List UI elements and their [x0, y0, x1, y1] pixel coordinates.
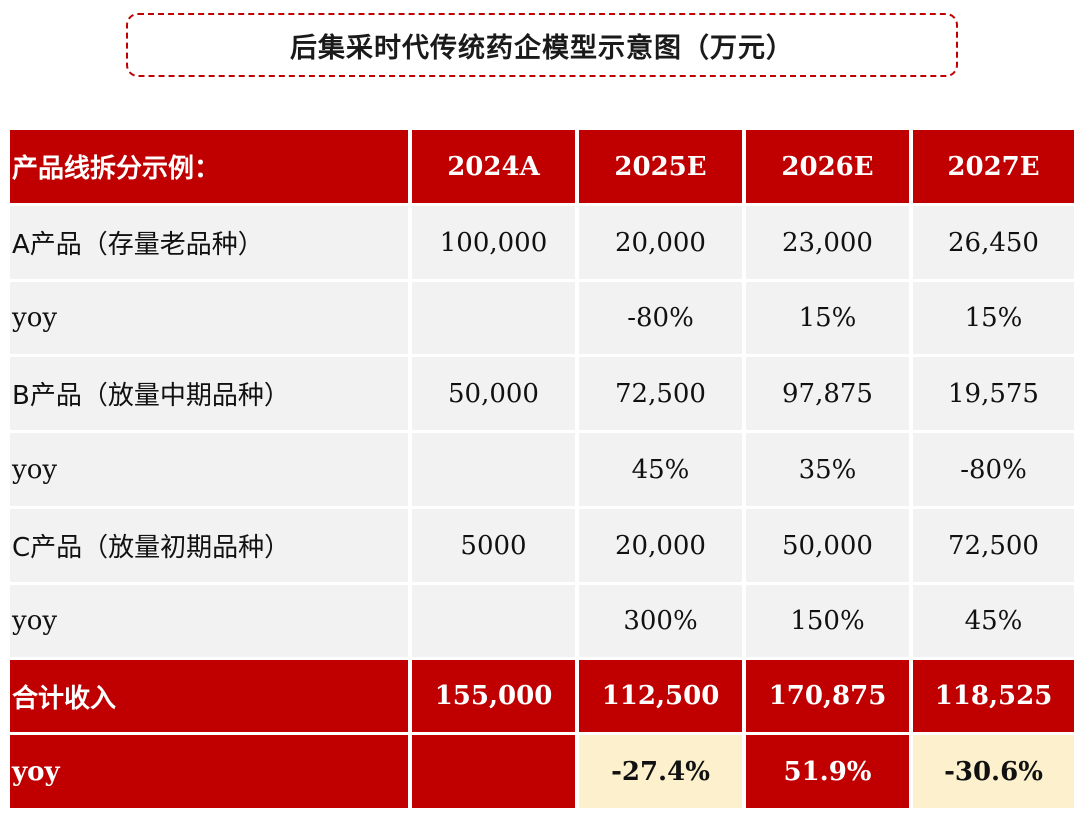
header-col-2026e: 2026E	[746, 130, 909, 203]
table-cell: 23,000	[746, 206, 909, 279]
page-title: 后集采时代传统药企模型示意图（万元）	[290, 32, 794, 64]
row-label-yoy: yoy	[10, 433, 408, 506]
total-yoy-cell: 51.9%	[746, 735, 909, 808]
total-cell: 155,000	[412, 660, 575, 732]
row-label-product-a: A产品（存量老品种）	[10, 206, 408, 279]
header-col-2025e: 2025E	[579, 130, 742, 203]
table-cell: -80%	[579, 282, 742, 354]
title-box: 后集采时代传统药企模型示意图（万元）	[126, 13, 958, 77]
table-cell: 50,000	[412, 357, 575, 430]
table-cell: 45%	[579, 433, 742, 506]
table-cell: 15%	[746, 282, 909, 354]
table-cell: 100,000	[412, 206, 575, 279]
header-label: 产品线拆分示例：	[10, 130, 408, 203]
table-cell: 72,500	[579, 357, 742, 430]
table-cell: 150%	[746, 585, 909, 657]
total-yoy-cell: -27.4%	[579, 735, 742, 808]
row-label-total-revenue: 合计收入	[10, 660, 408, 732]
total-cell: 118,525	[913, 660, 1074, 732]
row-label-total-yoy: yoy	[10, 735, 408, 808]
table-cell: 20,000	[579, 206, 742, 279]
table-cell	[412, 433, 575, 506]
row-label-yoy: yoy	[10, 282, 408, 354]
total-yoy-cell: -30.6%	[913, 735, 1074, 808]
table-cell: 20,000	[579, 509, 742, 582]
row-label-product-b: B产品（放量中期品种）	[10, 357, 408, 430]
total-cell: 170,875	[746, 660, 909, 732]
header-col-2024a: 2024A	[412, 130, 575, 203]
table-cell: 300%	[579, 585, 742, 657]
table-cell: 50,000	[746, 509, 909, 582]
table-cell: 35%	[746, 433, 909, 506]
table-cell: -80%	[913, 433, 1074, 506]
row-label-product-c: C产品（放量初期品种）	[10, 509, 408, 582]
header-col-2027e: 2027E	[913, 130, 1074, 203]
total-yoy-cell	[412, 735, 575, 808]
revenue-model-table: 产品线拆分示例： 2024A 2025E 2026E 2027E A产品（存量老…	[10, 130, 1074, 808]
table-cell: 5000	[412, 509, 575, 582]
table-cell: 72,500	[913, 509, 1074, 582]
total-cell: 112,500	[579, 660, 742, 732]
row-label-yoy: yoy	[10, 585, 408, 657]
table-cell: 97,875	[746, 357, 909, 430]
table-cell: 45%	[913, 585, 1074, 657]
table-cell: 26,450	[913, 206, 1074, 279]
table-cell	[412, 282, 575, 354]
table-cell: 19,575	[913, 357, 1074, 430]
table-cell	[412, 585, 575, 657]
table-cell: 15%	[913, 282, 1074, 354]
